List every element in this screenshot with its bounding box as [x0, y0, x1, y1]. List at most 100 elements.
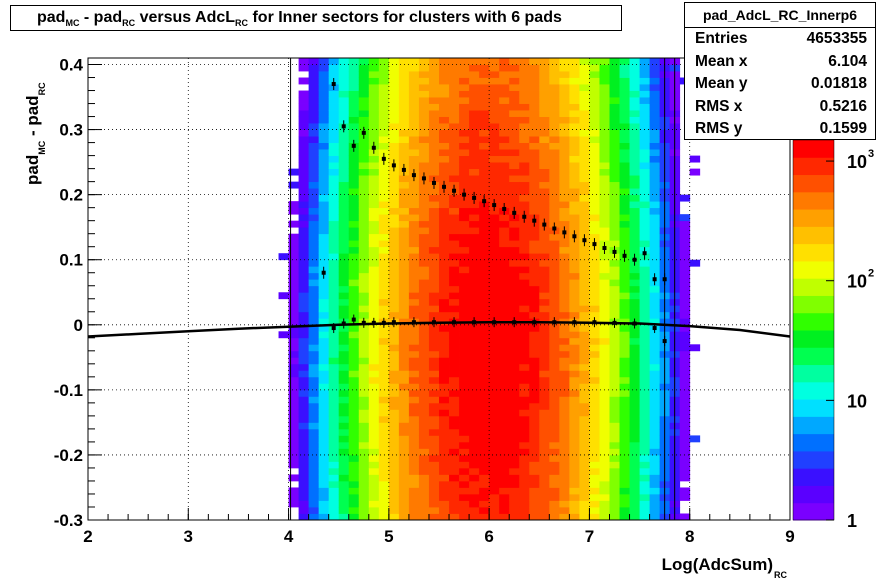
heatmap-cell — [549, 246, 560, 254]
heatmap-cell — [449, 441, 460, 449]
heatmap-cell — [649, 220, 661, 228]
heatmap-cell — [408, 363, 420, 371]
heatmap-cell — [509, 305, 520, 313]
heatmap-cell — [298, 58, 310, 65]
heatmap-cell — [609, 71, 620, 78]
heatmap-cell — [388, 422, 400, 430]
heatmap-cell — [599, 441, 610, 449]
heatmap-cell — [489, 500, 500, 508]
heatmap-cell — [308, 272, 320, 280]
heatmap-cell — [298, 64, 310, 72]
heatmap-cell — [599, 279, 610, 287]
heatmap-cell — [358, 233, 370, 241]
heatmap-cell — [358, 298, 370, 306]
heatmap-cell — [489, 58, 500, 65]
heatmap-cell — [649, 71, 661, 78]
heatmap-cell — [288, 500, 299, 508]
heatmap-cell — [679, 214, 691, 222]
heatmap-cell — [519, 123, 530, 130]
stats-label: Mean x — [695, 52, 748, 70]
heatmap-cell — [589, 305, 600, 313]
heatmap-cell — [609, 279, 620, 287]
heatmap-cell — [589, 376, 600, 384]
mean-point — [492, 320, 497, 325]
heatmap-cell — [569, 337, 580, 345]
heatmap-cell — [489, 344, 500, 352]
heatmap-cell — [489, 123, 500, 130]
heatmap-cell — [318, 402, 330, 410]
heatmap-cell — [469, 292, 480, 300]
heatmap-cell — [449, 363, 460, 371]
heatmap-cell — [439, 97, 450, 104]
heatmap-cell — [459, 344, 470, 352]
heatmap-cell — [459, 487, 470, 495]
heatmap-cell — [649, 207, 661, 215]
heatmap-cell — [529, 480, 540, 488]
heatmap-cell — [318, 77, 330, 85]
heatmap-cell — [318, 149, 330, 157]
heatmap-cell — [609, 480, 620, 488]
heatmap-cell — [629, 474, 640, 482]
stats-row: RMS y 0.1599 — [685, 118, 875, 141]
heatmap-cell — [599, 396, 610, 404]
colorbar-label: 10 — [847, 391, 867, 411]
heatmap-cell — [509, 90, 520, 98]
heatmap-cell — [298, 253, 310, 261]
heatmap-cell — [619, 292, 630, 300]
heatmap-cell — [579, 71, 590, 78]
heatmap-cell — [428, 188, 440, 196]
heatmap-cell — [348, 129, 360, 137]
heatmap-cell — [629, 350, 640, 358]
heatmap-cell — [599, 175, 610, 183]
heatmap-cell — [318, 474, 330, 482]
heatmap-cell — [489, 71, 500, 78]
heatmap-cell — [469, 279, 480, 287]
heatmap-cell — [499, 415, 510, 423]
heatmap-cell — [499, 409, 510, 417]
heatmap-cell — [378, 357, 390, 365]
heatmap-cell — [539, 487, 550, 495]
heatmap-cell — [418, 285, 430, 293]
heatmap-cell — [689, 259, 701, 267]
heatmap-cell — [489, 188, 500, 196]
heatmap-cell — [629, 487, 640, 495]
heatmap-cell — [378, 311, 390, 319]
heatmap-cell — [378, 279, 390, 287]
heatmap-cell — [629, 214, 640, 222]
heatmap-cell — [428, 71, 440, 78]
heatmap-cell — [559, 422, 570, 430]
heatmap-cell — [459, 480, 470, 488]
heatmap-cell — [418, 266, 430, 274]
heatmap-cell — [549, 396, 560, 404]
heatmap-cell — [388, 448, 400, 456]
heatmap-cell — [599, 207, 610, 215]
heatmap-cell — [519, 227, 530, 235]
heatmap-cell — [338, 272, 350, 280]
heatmap-cell — [589, 181, 600, 189]
heatmap-cell — [619, 220, 630, 228]
heatmap-cell — [378, 246, 390, 254]
heatmap-cell — [338, 292, 350, 300]
heatmap-cell — [308, 441, 320, 449]
heatmap-cell — [639, 201, 650, 209]
heatmap-cell — [288, 181, 299, 189]
heatmap-cell — [489, 110, 500, 117]
heatmap-cell — [619, 331, 630, 339]
plot-title: padMC - padRC versus AdcLRC for Inner se… — [10, 5, 622, 31]
heatmap-cell — [298, 506, 310, 514]
heatmap-cell — [579, 116, 590, 124]
heatmap-cell — [549, 103, 560, 111]
heatmap-cell — [469, 487, 480, 495]
colorbar-label: 1 — [847, 511, 857, 531]
heatmap-cell — [338, 311, 350, 319]
heatmap-cell — [459, 246, 470, 254]
heatmap-cell — [579, 506, 590, 514]
heatmap-cell — [378, 422, 390, 430]
heatmap-cell — [418, 324, 430, 332]
heatmap-cell — [529, 461, 540, 469]
heatmap-cell — [499, 162, 510, 170]
heatmap-cell — [499, 500, 510, 508]
heatmap-cell — [549, 162, 560, 170]
heatmap-cell — [539, 181, 550, 189]
heatmap-cell — [408, 422, 420, 430]
